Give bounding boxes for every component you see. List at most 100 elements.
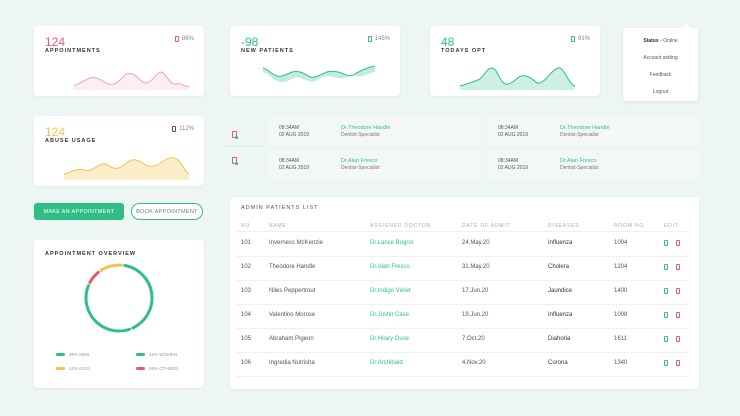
appointment-doctor[interactable]: Dr.Alan Fresco bbox=[560, 158, 597, 164]
stat-percent: 145% bbox=[367, 36, 390, 42]
admin-patients-table-card: ADMIN PATIENTS LIST NO NAME ASSIGNED DOC… bbox=[230, 197, 699, 389]
assigned-doctor[interactable]: Dr.Justin Case bbox=[370, 312, 410, 318]
stat-value: 48 bbox=[441, 35, 455, 49]
donut-segment bbox=[84, 284, 132, 333]
legend-swatch bbox=[56, 353, 65, 356]
patient-name: Ingredia Nutrisha bbox=[269, 360, 315, 366]
legend-others: 08% OTHERS bbox=[136, 366, 178, 371]
disease: Cholera bbox=[548, 264, 570, 270]
edit-icon[interactable] bbox=[664, 336, 668, 342]
row-no: 101 bbox=[241, 240, 252, 246]
legend-men: 38% MEN bbox=[56, 352, 89, 357]
assigned-doctor[interactable]: Dr.Archibald bbox=[370, 360, 403, 366]
appointment-time: 08:34AM 02 AUG 2019 bbox=[498, 158, 528, 172]
admit-date: 4.Nov.20 bbox=[462, 360, 486, 366]
header-divider bbox=[236, 231, 688, 232]
table-row[interactable]: 102 Theodore Handle Dr.Alan Fresco 31.May.2… bbox=[236, 256, 688, 281]
row-no: 106 bbox=[241, 360, 252, 366]
status-item[interactable]: Status • Online bbox=[623, 38, 698, 44]
column-header-doctor: ASSIGNED DOCTOR bbox=[370, 223, 431, 229]
column-header-name: NAME bbox=[269, 223, 287, 229]
assigned-doctor[interactable]: Dr.Indigo Violet bbox=[370, 288, 411, 294]
appointment-card[interactable]: 08:34AM 02 AUG 2019 Dr.Alan Fresco Dentis… bbox=[269, 150, 480, 179]
assigned-doctor[interactable]: Dr.Hilary Ouse bbox=[370, 336, 410, 342]
file-icon bbox=[570, 36, 575, 42]
edit-icon[interactable] bbox=[664, 240, 668, 246]
legend-swatch bbox=[136, 353, 145, 356]
edit-icon[interactable] bbox=[664, 288, 668, 294]
edit-icon[interactable] bbox=[664, 312, 668, 318]
patient-name: Abraham Pigeon bbox=[269, 336, 314, 342]
patient-name: Inverness McKenzie bbox=[269, 240, 324, 246]
menu-item-feedback[interactable]: Feedback bbox=[649, 72, 672, 78]
room-no: 1008 bbox=[614, 312, 628, 318]
appointment-time-value: 08:34AM bbox=[279, 158, 300, 164]
room-no: 1400 bbox=[614, 288, 628, 294]
legend-label: 12% KIDS bbox=[69, 366, 90, 371]
delete-icon[interactable] bbox=[676, 360, 680, 366]
room-no: 1004 bbox=[614, 240, 628, 246]
stat-percent-value: 145% bbox=[374, 36, 390, 42]
donut-segment bbox=[123, 264, 154, 330]
appointment-card[interactable]: 08:34AM 02 AUG 2019 Dr.Alan Fresco Dentis… bbox=[488, 150, 699, 179]
appointment-date: 02 AUG 2019 bbox=[279, 132, 310, 138]
table-row[interactable]: 106 Ingredia Nutrisha Dr.Archibald 4.Nov.20… bbox=[236, 352, 688, 377]
stat-label: ABUSE USAGE bbox=[45, 138, 97, 144]
appointment-doctor[interactable]: Dr.Theodore Handle bbox=[560, 125, 610, 131]
appointment-time: 08:34AM 02 AUG 2019 bbox=[279, 125, 309, 139]
table-row[interactable]: 103 Niles Peppertrout Dr.Indigo Violet 17.J… bbox=[236, 280, 688, 305]
status-label: Status bbox=[643, 38, 659, 44]
appointment-date: 02 AUG 2019 bbox=[279, 165, 310, 171]
appointment-role: Dentist-Specialist bbox=[560, 132, 599, 138]
menu-item-account-setting[interactable]: Account setting bbox=[643, 55, 678, 61]
legend-swatch bbox=[56, 367, 65, 370]
admit-date: 19.Jun.20 bbox=[462, 312, 489, 318]
stat-percent-value: 86% bbox=[181, 36, 194, 42]
legend-swatch bbox=[136, 367, 145, 370]
room-no: 1204 bbox=[614, 264, 628, 270]
table-row[interactable]: 105 Abraham Pigeon Dr.Hilary Ouse 7.Oct.20 D… bbox=[236, 328, 688, 353]
column-header-date: DATE OF ADMIT bbox=[462, 223, 511, 229]
appointment-card[interactable]: 08:34AM 02 AUG 2019 Dr.Theodore Handle De… bbox=[269, 117, 480, 146]
stat-percent-value: 91% bbox=[577, 36, 590, 42]
assigned-doctor[interactable]: Dr.Lance Bogrol bbox=[370, 240, 414, 246]
table-row[interactable]: 104 Valentino Morose Dr.Justin Case 19.Jun.… bbox=[236, 304, 688, 329]
admit-date: 31.May.20 bbox=[462, 264, 490, 270]
disease: Diahoria bbox=[548, 336, 571, 342]
book-appointment-button[interactable]: BOOK APPOINTMENT bbox=[131, 203, 203, 220]
file-icon bbox=[174, 36, 179, 42]
table-row[interactable]: 101 Inverness McKenzie Dr.Lance Bogrol 24.M… bbox=[236, 232, 688, 257]
legend-kids: 12% KIDS bbox=[56, 366, 90, 371]
delete-icon[interactable] bbox=[676, 312, 680, 318]
stat-percent: 86% bbox=[174, 36, 194, 42]
appointment-doctor[interactable]: Dr.Theodore Handle bbox=[341, 125, 391, 131]
legend-women: 42% WOMEN bbox=[136, 352, 177, 357]
stat-percent-value: 112% bbox=[179, 126, 194, 132]
overview-donut-chart bbox=[84, 263, 154, 333]
user-dropdown-menu: Status • Online Account setting Feedback… bbox=[623, 23, 698, 101]
delete-icon[interactable] bbox=[676, 240, 680, 246]
stat-card-appointments: 124 APPOINTMENTS 86% bbox=[34, 26, 204, 96]
file-icon bbox=[367, 36, 372, 42]
menu-item-logout[interactable]: Logout bbox=[652, 89, 669, 95]
edit-icon[interactable] bbox=[664, 264, 668, 270]
delete-icon[interactable] bbox=[676, 336, 680, 342]
column-header-edit: EDIT bbox=[664, 223, 679, 229]
admit-date: 7.Oct.20 bbox=[462, 336, 485, 342]
edit-icon[interactable] bbox=[664, 360, 668, 366]
legend-label: 08% OTHERS bbox=[149, 366, 179, 371]
disease: Influenza bbox=[548, 240, 573, 246]
assigned-doctor[interactable]: Dr.Alan Fresco bbox=[370, 264, 410, 270]
file-icon bbox=[172, 126, 177, 132]
stat-label: NEW PATIENTS bbox=[241, 48, 294, 54]
appointment-date: 02 AUG 2019 bbox=[498, 132, 529, 138]
sparkline-chart bbox=[262, 65, 376, 82]
delete-icon[interactable] bbox=[676, 264, 680, 270]
row-no: 102 bbox=[241, 264, 252, 270]
appointment-doctor[interactable]: Dr.Alan Fresco bbox=[341, 158, 378, 164]
appointment-card[interactable]: 08:34AM 02 AUG 2019 Dr.Theodore Handle De… bbox=[488, 117, 699, 146]
appointment-role: Dentist-Specialist bbox=[341, 165, 380, 171]
delete-icon[interactable] bbox=[676, 288, 680, 294]
sparkline-chart bbox=[73, 71, 190, 90]
make-appointment-button[interactable]: MAKE AN APPOINTMENT bbox=[34, 203, 124, 220]
